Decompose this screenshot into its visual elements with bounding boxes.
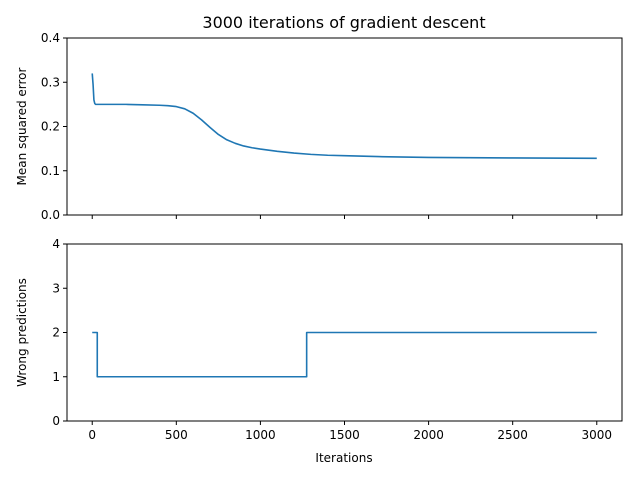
x-tick-label: 2000 [413, 428, 444, 442]
chart-title: 3000 iterations of gradient descent [202, 13, 485, 32]
x-tick-label: 3000 [581, 428, 612, 442]
axes-container: 0.0 0.1 0.2 0.3 0.4 Mean squared error 0 1 2 3 4 0 5… [15, 31, 623, 442]
x-axis-label: Iterations [315, 451, 372, 465]
subplot-2-y-axis-label: Wrong predictions [15, 278, 29, 387]
subplot-2-y-tick-label: 0 [52, 414, 60, 428]
x-tick-label: 1000 [245, 428, 276, 442]
subplot-2-y-tick-label: 1 [52, 370, 60, 384]
subplot-1-y-tick-label: 0.3 [41, 75, 60, 89]
subplot-1-y-tick-label: 0.4 [41, 31, 60, 45]
x-tick-label: 2500 [497, 428, 528, 442]
subplot-2-y-tick-label: 2 [52, 326, 60, 340]
x-tick-label: 500 [165, 428, 188, 442]
subplot-1-series-line-1 [91, 73, 597, 160]
x-tick-label: 0 [88, 428, 96, 442]
subplot-1-y-axis-label: Mean squared error [15, 67, 29, 185]
subplot-2: 0 1 2 3 4 0 500 1000 1500 2000 2500 3000 Wrong predi… [15, 237, 623, 442]
subplot-2-y-tick-label: 4 [52, 237, 60, 251]
subplot-2-y-tick-label: 3 [52, 281, 60, 295]
subplot-1-frame [66, 37, 623, 216]
subplot-1-y-tick-label: 0.2 [41, 120, 60, 134]
subplot-1-y-tick-label: 0.1 [41, 164, 60, 178]
subplot-2-series-line-1 [92, 331, 597, 378]
x-tick-label: 1500 [329, 428, 360, 442]
subplot-1: 0.0 0.1 0.2 0.3 0.4 Mean squared error [15, 31, 623, 222]
subplot-1-y-tick-label: 0.0 [41, 208, 60, 222]
